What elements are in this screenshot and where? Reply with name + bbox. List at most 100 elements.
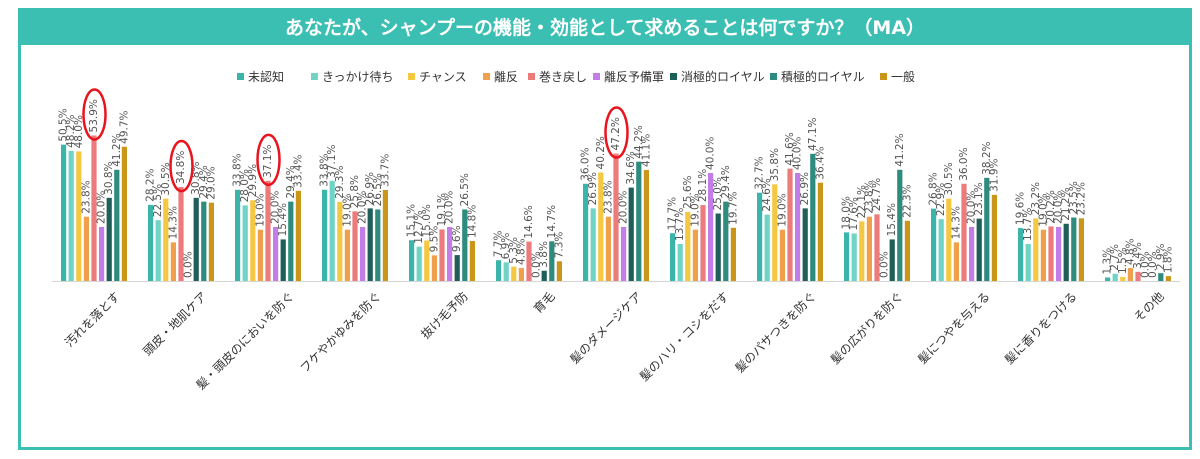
category-group: 18.0%17.6%22.1%23.8%24.7% 0.0% 15.4% 41.2% 2…: [841, 133, 913, 281]
bar: [976, 218, 982, 281]
data-label: 36.0%: [580, 147, 592, 180]
category-group: 1.3%2.7%1.5%4.8%3.4%0.0%0.0%2.9%1.8%: [1102, 238, 1174, 281]
bar: [148, 204, 154, 281]
bar: [613, 153, 619, 281]
bar: [1105, 277, 1111, 281]
bar: [961, 183, 967, 281]
data-label: 33.7%: [379, 154, 391, 187]
data-label: 24.7%: [871, 178, 883, 211]
bar: [99, 227, 105, 281]
data-label: 23.5%: [1068, 181, 1080, 214]
bar: [1165, 276, 1171, 281]
highlight-ellipse: [169, 139, 194, 193]
bar: [628, 187, 634, 281]
data-label: 3.8%: [538, 241, 550, 268]
data-label: 25.6%: [682, 176, 694, 209]
data-label: 23.8%: [863, 180, 875, 213]
data-label: 19.0%: [1037, 193, 1049, 226]
legend-item: 消極的ロイヤル: [670, 69, 765, 84]
data-label: 15.1%: [406, 204, 418, 237]
bar: [375, 209, 381, 281]
legend-swatch: [770, 73, 777, 80]
bar: [382, 190, 388, 281]
bar: [802, 208, 808, 281]
bar: [91, 135, 97, 281]
bar: [201, 201, 207, 281]
legend: 未認知 きっかけ待ち チャンス 離反 巻き戻し 離反予備軍 消極的ロイヤル 積極的ロイヤル 一般: [237, 69, 915, 84]
data-label: 1.5%: [1117, 247, 1129, 274]
data-label: 23.2%: [1030, 182, 1042, 215]
category-label: 育毛: [530, 289, 558, 317]
data-label: 15.4%: [277, 203, 289, 236]
data-label: 29.0%: [205, 166, 217, 199]
data-label: 9.5%: [428, 226, 440, 253]
bar: [636, 161, 642, 281]
category-group: 19.6%13.7%23.2%19.0%20.2%20.0%21.2%23.5%…: [1015, 181, 1087, 281]
data-label: 35.8%: [769, 148, 781, 181]
bar: [859, 221, 865, 281]
data-label: 0.0%: [531, 251, 543, 278]
data-label: 20.0%: [966, 191, 978, 224]
bar: [121, 146, 127, 281]
data-label: 20.2%: [1045, 190, 1057, 223]
data-label: 4.8%: [515, 238, 527, 265]
legend-swatch: [237, 73, 244, 80]
data-label: 22.3%: [901, 184, 913, 217]
bar: [1135, 271, 1141, 281]
legend-label: 離反予備軍: [604, 69, 664, 84]
data-label: 20.0%: [1053, 191, 1065, 224]
data-label: 28.0%: [239, 169, 251, 202]
bar: [526, 241, 532, 281]
data-label: 5.3%: [508, 237, 520, 264]
bar: [549, 241, 555, 281]
bar: [817, 182, 823, 281]
bar: [874, 214, 880, 281]
data-label: 36.4%: [814, 146, 826, 179]
legend-label: チャンス: [419, 70, 467, 84]
data-label: 33.4%: [292, 154, 304, 187]
highlight-ellipse: [256, 133, 281, 187]
bar: [670, 233, 676, 281]
data-label: 1.3%: [1102, 248, 1114, 275]
bar: [1033, 218, 1039, 281]
bar: [795, 173, 801, 281]
data-label: 23.8%: [80, 180, 92, 213]
bar: [518, 268, 524, 281]
data-label: 33.8%: [232, 153, 244, 186]
category-label: 髪のダメージケア: [567, 289, 645, 367]
category-label: 髪に香りをつける: [1002, 289, 1080, 367]
data-label: 0.0%: [1140, 251, 1152, 278]
data-label: 47.2%: [610, 117, 622, 150]
bar: [106, 197, 112, 281]
bar: [700, 205, 706, 281]
bar: [605, 216, 611, 281]
data-label: 50.5%: [58, 108, 70, 141]
legend-label: きっかけ待ち: [322, 70, 394, 84]
data-label: 7.7%: [493, 231, 505, 258]
bar: [779, 229, 785, 281]
bar: [367, 208, 373, 281]
bar: [265, 180, 271, 281]
data-label: 20.0%: [444, 191, 456, 224]
data-label: 28.1%: [697, 169, 709, 202]
category-label: 髪・頭皮のにおいを防ぐ: [193, 289, 297, 393]
data-label: 17.7%: [667, 197, 679, 230]
category-label: 髪につやを与える: [915, 289, 993, 367]
bar: [1056, 227, 1062, 281]
bar: [583, 183, 589, 281]
bar: [178, 187, 184, 281]
legend-label: 積極的ロイヤル: [781, 69, 865, 84]
bar: [322, 189, 328, 281]
bar: [1127, 268, 1133, 281]
bar: [1120, 276, 1126, 281]
legend-swatch: [880, 73, 887, 80]
category-group: 33.8%37.1%29.3%19.0%25.8%20.0%26.9%26.5%…: [319, 144, 391, 281]
bar: [462, 209, 468, 281]
data-label: 53.9%: [88, 99, 100, 132]
data-label: 26.5%: [372, 173, 384, 206]
data-label: 37.1%: [262, 144, 274, 177]
legend-label: 一般: [891, 69, 915, 84]
data-label: 14.3%: [950, 206, 962, 239]
data-label: 22.5%: [152, 184, 164, 217]
data-label: 1.8%: [1162, 246, 1174, 273]
